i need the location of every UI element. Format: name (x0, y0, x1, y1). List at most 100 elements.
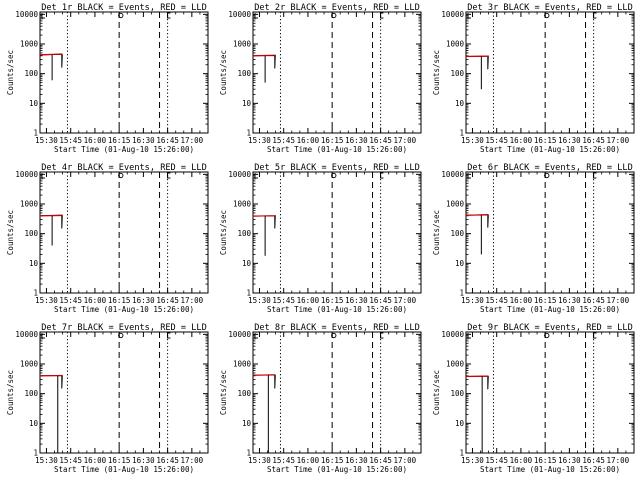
x-tick-label: 17:00 (181, 456, 204, 465)
x-tick-label: 17:00 (394, 136, 417, 145)
plot-frame (39, 331, 209, 454)
x-tick-label: 16:00 (297, 456, 320, 465)
y-tick-label: 1000 (446, 40, 465, 49)
y-tick-label: 10 (455, 419, 465, 428)
y-tick-label: 1000 (233, 200, 252, 209)
chart-title: Det 3r BLACK = Events, RED = LLD (467, 3, 633, 13)
marker-l (41, 173, 45, 179)
y-tick-label: 10000 (15, 170, 38, 179)
plot-frame (252, 331, 422, 454)
plot-frame (39, 171, 209, 294)
x-tick-label: 16:00 (510, 296, 533, 305)
plot-frame (252, 11, 422, 134)
x-tick-label: 16:00 (84, 296, 107, 305)
y-tick-label: 100 (450, 229, 464, 238)
y-tick-label: 10000 (228, 170, 251, 179)
series-events-line (252, 215, 276, 229)
y-tick-label: 1000 (233, 40, 252, 49)
marker-l (254, 13, 258, 19)
y-tick-label: 10000 (441, 10, 464, 19)
y-tick-label: 1000 (20, 40, 39, 49)
marker-o (544, 332, 550, 339)
x-tick-label: 15:45 (59, 296, 82, 305)
y-tick-label: 10000 (228, 10, 251, 19)
series-lld-line (252, 54, 276, 57)
y-tick-label: 100 (237, 69, 251, 78)
y-axis-label: Counts/sec (432, 210, 441, 255)
plot-frame (465, 11, 635, 134)
y-tick-label: 1 (246, 289, 251, 298)
plot-frame (39, 11, 209, 134)
y-tick-label: 100 (237, 389, 251, 398)
x-tick-label: 16:45 (369, 456, 392, 465)
marker-o (118, 332, 124, 339)
x-tick-label: 16:00 (297, 136, 320, 145)
marker-o (544, 172, 550, 179)
x-tick-label: 15:30 (248, 296, 271, 305)
y-axis-label: Counts/sec (432, 50, 441, 95)
plot-frame (465, 171, 635, 294)
chart-panel-det-6: Det 6r BLACK = Events, RED = LLD 1 10 100 10… (432, 163, 635, 314)
series-events-line (465, 55, 489, 70)
marker-c (592, 172, 597, 179)
marker-l (41, 333, 45, 339)
y-tick-label: 10 (242, 99, 252, 108)
chart-title: Det 4r BLACK = Events, RED = LLD (41, 163, 207, 173)
x-axis-label: Start Time (01-Aug-10 15:26:00) (267, 145, 407, 154)
y-tick-label: 1 (33, 449, 38, 458)
series-events-line (252, 54, 276, 69)
y-tick-label: 100 (24, 69, 38, 78)
x-tick-label: 15:30 (461, 136, 484, 145)
x-tick-label: 16:00 (84, 456, 107, 465)
y-axis-label: Counts/sec (219, 50, 228, 95)
x-tick-label: 17:00 (607, 296, 630, 305)
marker-c (379, 332, 384, 339)
x-tick-label: 16:30 (132, 136, 155, 145)
x-tick-label: 16:15 (534, 136, 557, 145)
y-tick-label: 10000 (228, 330, 251, 339)
x-tick-label: 16:45 (582, 296, 605, 305)
y-axis-label: Counts/sec (6, 210, 15, 255)
x-tick-label: 15:45 (272, 296, 295, 305)
x-tick-label: 15:30 (35, 456, 58, 465)
x-tick-label: 16:45 (582, 456, 605, 465)
marker-c (166, 332, 171, 339)
chart-title: Det 5r BLACK = Events, RED = LLD (254, 163, 420, 173)
marker-o (331, 12, 337, 19)
y-tick-label: 1000 (446, 200, 465, 209)
plot-frame (465, 331, 635, 454)
marker-l (467, 13, 471, 19)
chart-title: Det 2r BLACK = Events, RED = LLD (254, 3, 420, 13)
chart-title: Det 8r BLACK = Events, RED = LLD (254, 323, 420, 333)
x-tick-label: 15:30 (248, 456, 271, 465)
x-tick-label: 16:15 (108, 136, 131, 145)
x-tick-label: 16:30 (132, 296, 155, 305)
y-axis-label: Counts/sec (6, 50, 15, 95)
x-tick-label: 15:45 (59, 456, 82, 465)
x-tick-label: 16:30 (558, 136, 581, 145)
x-tick-label: 17:00 (607, 136, 630, 145)
y-tick-label: 10 (29, 99, 39, 108)
marker-c (592, 332, 597, 339)
x-tick-label: 17:00 (181, 136, 204, 145)
x-tick-label: 15:45 (485, 136, 508, 145)
chart-title: Det 1r BLACK = Events, RED = LLD (41, 3, 207, 13)
x-tick-label: 15:45 (485, 456, 508, 465)
x-axis-label: Start Time (01-Aug-10 15:26:00) (267, 305, 407, 314)
y-tick-label: 10000 (15, 330, 38, 339)
y-tick-label: 1000 (20, 360, 39, 369)
x-tick-label: 16:30 (132, 456, 155, 465)
marker-c (166, 172, 171, 179)
chart-panel-det-8: Det 8r BLACK = Events, RED = LLD 1 10 100 10… (219, 323, 422, 474)
x-tick-label: 15:45 (59, 136, 82, 145)
x-tick-label: 15:30 (461, 456, 484, 465)
x-tick-label: 17:00 (394, 456, 417, 465)
y-axis-label: Counts/sec (6, 370, 15, 415)
x-tick-label: 16:45 (156, 296, 179, 305)
chart-title: Det 9r BLACK = Events, RED = LLD (467, 323, 633, 333)
x-tick-label: 16:45 (156, 456, 179, 465)
x-tick-label: 16:15 (534, 456, 557, 465)
series-events-line (39, 53, 63, 68)
x-tick-label: 16:45 (369, 296, 392, 305)
x-tick-label: 17:00 (394, 296, 417, 305)
